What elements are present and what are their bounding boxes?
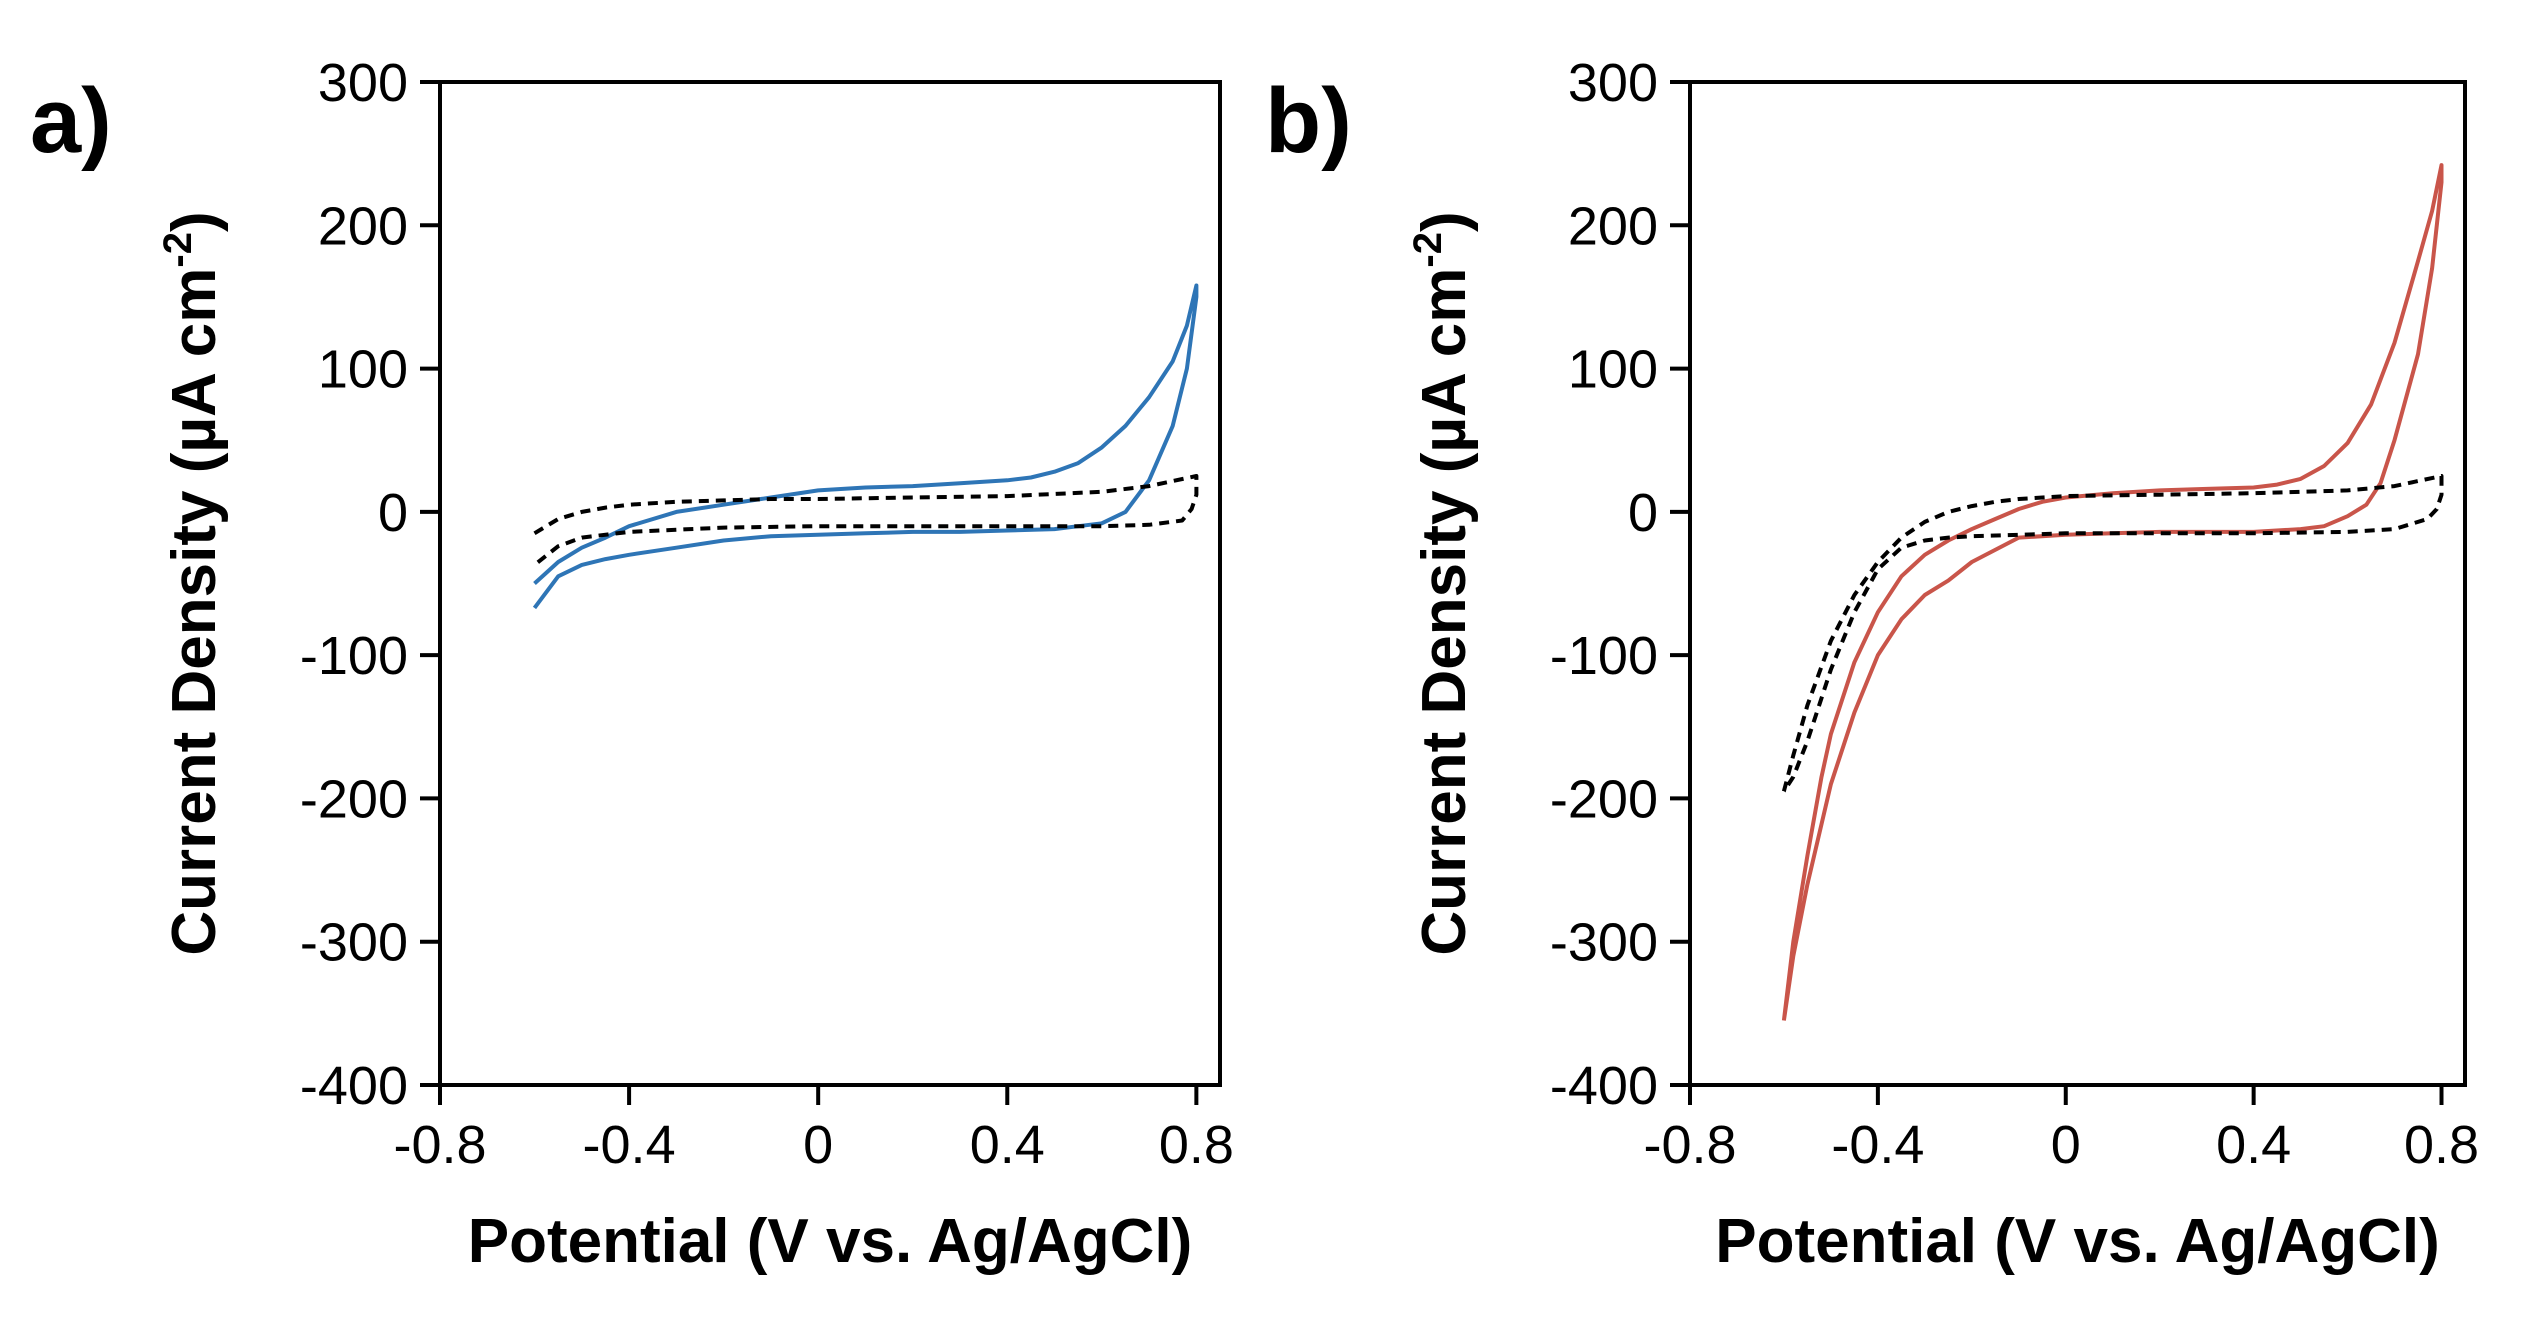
chart-panel-b: b) 300 200 100 0 -100 -200 -300 -400-0.8 -0.4 0 0.4… — [1265, 53, 2479, 1276]
y-tick-label: -100 — [300, 626, 408, 686]
y-tick-label: 100 — [318, 340, 408, 400]
x-tick-label: -0.4 — [583, 1115, 676, 1175]
y-tick-label: -300 — [1550, 913, 1658, 973]
y-tick-label: 200 — [318, 196, 408, 256]
y-tick-label: 100 — [1568, 340, 1658, 400]
y-tick-label: 300 — [1568, 53, 1658, 113]
y-axis-title-close: ) — [160, 211, 229, 232]
blank-cv-trace — [1781, 474, 2444, 793]
y-tick-label: -100 — [1550, 626, 1658, 686]
x-tick-label: -0.8 — [393, 1115, 486, 1175]
x-axis-title: Potential (V vs. Ag/AgCl) — [468, 1207, 1193, 1276]
y-axis-title: Current Density (µA cm-2) — [156, 211, 229, 955]
x-tick-label: 0.4 — [970, 1115, 1045, 1175]
y-tick-label: 0 — [378, 483, 408, 543]
panel-label: b) — [1265, 70, 1352, 172]
y-tick-label: 300 — [318, 53, 408, 113]
sample-cv-trace — [1781, 163, 2444, 1021]
x-tick-label: 0.8 — [2404, 1115, 2479, 1175]
y-tick-label: 200 — [1568, 196, 1658, 256]
y-tick-label: -400 — [1550, 1056, 1658, 1116]
y-axis-title-superscript: -2 — [1406, 232, 1450, 268]
panel-label: a) — [30, 70, 112, 172]
y-axis-title: Current Density (µA cm-2) — [1406, 211, 1479, 955]
y-axis-title-main: Current Density (µA cm — [160, 268, 229, 956]
y-tick-label: -200 — [1550, 769, 1658, 829]
y-axis-title-close: ) — [1410, 211, 1479, 232]
y-axis-title-superscript: -2 — [156, 232, 200, 268]
x-tick-label: 0 — [803, 1115, 833, 1175]
y-tick-label: 0 — [1628, 483, 1658, 543]
chart-panel-a: a) 300 200 100 0 -100 -200 -300 -400-0.8 -0.4 0 0.4… — [30, 53, 1234, 1276]
y-tick-label: -300 — [300, 913, 408, 973]
x-tick-label: 0.4 — [2216, 1115, 2291, 1175]
plot-frame — [438, 80, 1222, 1087]
x-tick-label: 0 — [2051, 1115, 2081, 1175]
x-axis-title: Potential (V vs. Ag/AgCl) — [1715, 1207, 2440, 1276]
y-tick-label: -200 — [300, 769, 408, 829]
y-tick-label: -400 — [300, 1056, 408, 1116]
x-tick-label: -0.8 — [1643, 1115, 1736, 1175]
y-axis-title-main: Current Density (µA cm — [1410, 268, 1479, 956]
sample-cv-trace — [532, 283, 1199, 610]
blank-cv-trace — [533, 474, 1199, 567]
x-tick-label: 0.8 — [1159, 1115, 1234, 1175]
plot-frame — [1688, 80, 2467, 1087]
x-tick-label: -0.4 — [1831, 1115, 1924, 1175]
